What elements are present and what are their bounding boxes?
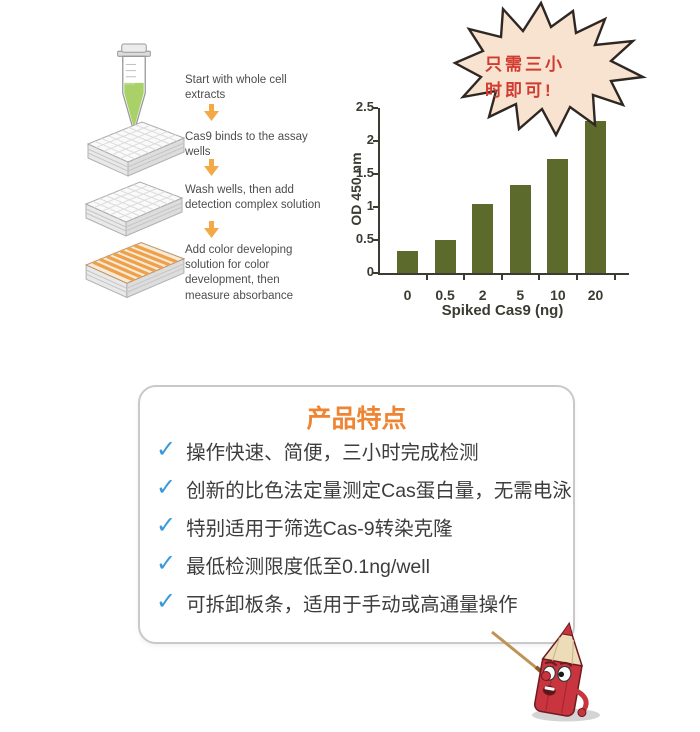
x-tick-label: 5 [516, 287, 525, 303]
product-features-box: 产品特点 ✓ 操作快速、简便，三小时完成检测 ✓ 创新的比色法定量测定Cas蛋白… [138, 385, 575, 644]
y-tick-mark [373, 173, 378, 175]
callout-text-line2: 时即可! [485, 81, 554, 100]
x-tick-label: 2 [478, 287, 487, 303]
bar-5 [509, 185, 531, 273]
checkmark-icon: ✓ [156, 474, 177, 501]
y-tick-mark [373, 272, 378, 274]
x-tick-mark [425, 275, 428, 280]
workflow-step-3-label: Wash wells, then add detection complex s… [185, 184, 321, 212]
feature-item: ✓ 可拆卸板条，适用于手动或高通量操作 [156, 587, 566, 617]
y-tick-mark [373, 239, 378, 241]
x-tick-label: 20 [587, 287, 604, 303]
feature-item: ✓ 操作快速、简便，三小时完成检测 [156, 435, 566, 465]
features-title: 产品特点 [306, 405, 407, 433]
x-tick-label: 0.5 [435, 287, 455, 303]
starburst-callout: 只需三小 时即可! [443, 0, 648, 140]
x-tick-mark [613, 275, 616, 280]
bar-0.5 [434, 240, 456, 273]
x-tick-label: 10 [550, 287, 566, 303]
feature-item-label: 特别适用于筛选Cas-9转染克隆 [186, 517, 453, 540]
y-tick-label: 0 [366, 264, 374, 279]
y-tick-mark [373, 107, 378, 109]
feature-item: ✓ 创新的比色法定量测定Cas蛋白量，无需电泳 [156, 473, 572, 503]
y-tick-label: 2.5 [355, 99, 374, 114]
checkmark-icon: ✓ [156, 512, 177, 539]
feature-item: ✓ 特别适用于筛选Cas-9转染克隆 [156, 511, 566, 541]
x-tick-label: 0 [403, 287, 412, 303]
callout-text-line1: 只需三小 [485, 55, 565, 74]
checkmark-icon: ✓ [156, 550, 177, 577]
red-pencil-mascot-icon [486, 612, 608, 724]
down-arrow-icon [204, 104, 219, 121]
bar-2 [472, 204, 494, 273]
checkmark-icon: ✓ [156, 588, 177, 615]
down-arrow-icon [204, 159, 219, 176]
y-tick-mark [373, 206, 378, 208]
workflow-step-4-label: Add color developing solution for color … [185, 244, 294, 302]
feature-item: ✓ 最低检测限度低至0.1ng/well [156, 549, 566, 579]
x-tick-mark [538, 275, 541, 280]
y-tick-label: 1.5 [355, 165, 374, 180]
feature-item-label: 操作快速、简便，三小时完成检测 [186, 441, 479, 464]
bar-0 [397, 251, 418, 273]
down-arrow-icon [204, 221, 219, 238]
x-tick-mark [463, 275, 466, 280]
bar-10 [547, 159, 569, 273]
x-tick-mark [500, 275, 503, 280]
microplate-icon [80, 118, 190, 185]
microplate-icon [78, 178, 188, 245]
starburst-shape [452, 0, 648, 138]
y-tick-label: 1 [366, 198, 374, 213]
y-tick-label: 0.5 [355, 231, 374, 246]
x-axis-label: Spiked Cas9 (ng) [441, 302, 564, 319]
chart-plot: 0 0.5 2 5 10 20 [378, 108, 629, 303]
feature-item-label: 创新的比色法定量测定Cas蛋白量，无需电泳 [186, 479, 572, 502]
y-tick-label: 2 [366, 132, 374, 147]
microplate-color-icon [78, 238, 190, 307]
microcentrifuge-tube-icon [98, 42, 170, 141]
bar-20 [585, 121, 606, 273]
y-tick-mark [373, 140, 378, 142]
feature-item-label: 最低检测限度低至0.1ng/well [186, 555, 430, 578]
workflow-step-2-label: Cas9 binds to the assay wells [185, 131, 308, 159]
feature-item-label: 可拆卸板条，适用于手动或高通量操作 [186, 593, 518, 616]
x-tick-mark [575, 275, 578, 280]
checkmark-icon: ✓ [156, 436, 177, 463]
workflow-step-1-label: Start with whole cell extracts [185, 74, 287, 102]
